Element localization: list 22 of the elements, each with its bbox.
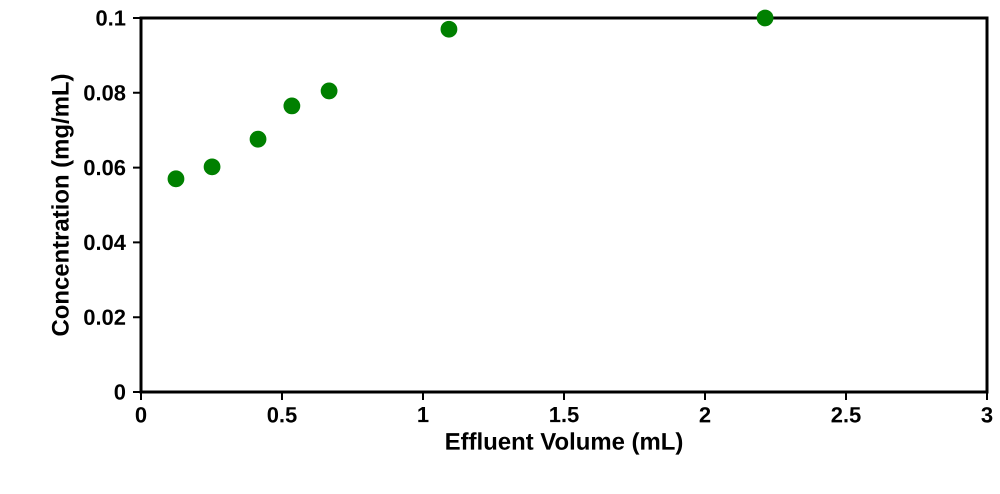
point xyxy=(168,170,184,188)
y-tick-label: 0.08 xyxy=(84,85,126,101)
x-tick-label: 0.5 xyxy=(268,407,297,423)
x-tick-label: 2 xyxy=(700,407,710,422)
point xyxy=(250,130,266,148)
x-tick-label: 1.5 xyxy=(550,407,579,422)
y-tick-label: 0.02 xyxy=(84,309,126,325)
point xyxy=(204,158,220,176)
x-tick-label: 1 xyxy=(418,407,428,422)
x-tick-label: 2.5 xyxy=(832,407,861,423)
point xyxy=(283,97,300,114)
x-tick-label: 3 xyxy=(981,407,992,423)
y-tick-label: 0.06 xyxy=(84,160,126,176)
y-tick-label: 0 xyxy=(114,384,126,400)
point xyxy=(320,82,338,100)
x-axis-title: Effluent Volume (mL) xyxy=(446,432,682,455)
x-tick-label: 0 xyxy=(136,407,146,423)
y-tick-label: 0.1 xyxy=(96,10,126,26)
point xyxy=(756,10,774,26)
point xyxy=(440,20,458,38)
y-axis-title: Concentration (mg/mL) xyxy=(51,74,74,336)
y-tick-label: 0.04 xyxy=(84,234,126,250)
